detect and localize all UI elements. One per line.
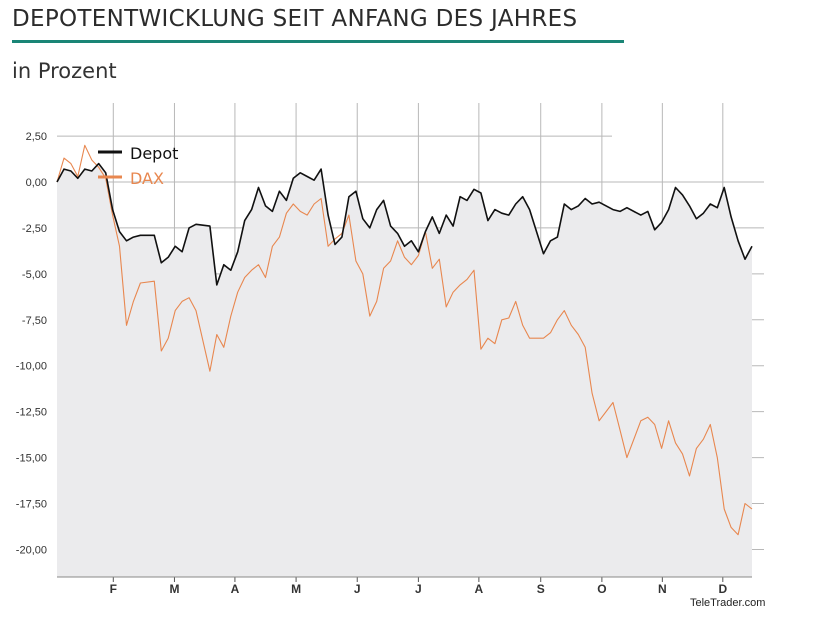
y-tick-label: 0,00	[26, 177, 47, 189]
legend: Depot DAX	[98, 144, 178, 188]
y-tick-label: -20,00	[16, 544, 47, 556]
x-tick-label: D	[718, 582, 727, 596]
x-tick-label: J	[415, 582, 422, 596]
title-underline	[12, 40, 624, 43]
chart-subtitle: in Prozent	[12, 59, 117, 83]
x-tick-label: S	[537, 582, 545, 596]
chart-title: DEPOTENTWICKLUNG SEIT ANFANG DES JAHRES	[12, 6, 578, 32]
y-tick-label: 2,50	[26, 131, 47, 143]
x-tick-label: N	[658, 582, 667, 596]
y-tick-label: -10,00	[16, 361, 47, 373]
x-tick-label: A	[475, 582, 484, 596]
y-tick-label: -2,50	[22, 223, 47, 235]
x-tick-label: F	[110, 582, 117, 596]
source-credit: TeleTrader.com	[690, 597, 766, 609]
x-tick-label: J	[354, 582, 361, 596]
area-fill	[57, 163, 752, 577]
x-tick-label: M	[169, 582, 179, 596]
depot-area	[57, 163, 752, 577]
series-line-depot	[56, 162, 753, 286]
x-tick-label: O	[597, 582, 606, 596]
x-tick-label: A	[231, 582, 240, 596]
y-tick-label: -7,50	[22, 315, 47, 327]
y-tick-label: -5,00	[22, 269, 47, 281]
legend-label-depot: Depot	[130, 144, 178, 163]
x-tick-label: M	[291, 582, 301, 596]
series-lines	[56, 144, 753, 536]
axes: 2,50 0,00 -2,50 -5,00 -7,50 -10,00 -12,50 -15,0…	[16, 131, 752, 596]
y-tick-label: -15,00	[16, 453, 47, 465]
legend-label-dax: DAX	[130, 169, 164, 188]
series-line-dax	[56, 144, 753, 536]
y-tick-label: -17,50	[16, 499, 47, 511]
y-tick-label: -12,50	[16, 407, 47, 419]
